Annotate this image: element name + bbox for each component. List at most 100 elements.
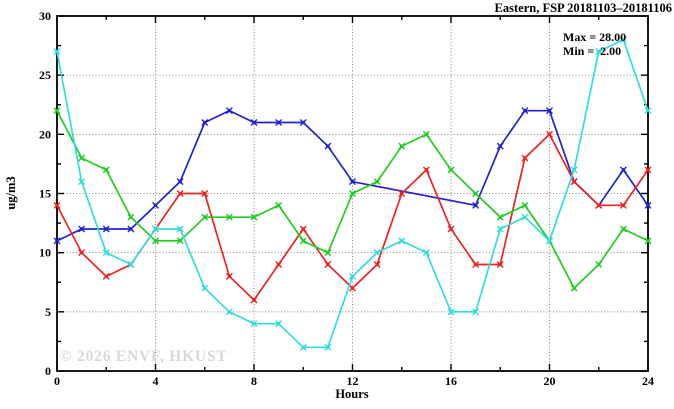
data-point-marker-core (646, 168, 650, 172)
data-point-marker-core (400, 144, 404, 148)
data-point-marker-core (621, 168, 626, 172)
data-point-marker-core (153, 203, 158, 208)
y-tick-label: 0 (45, 364, 51, 378)
data-point-marker-core (597, 262, 601, 267)
data-point-marker-core (227, 215, 232, 219)
data-point-marker-core (104, 274, 108, 279)
data-point-marker-core (301, 239, 305, 243)
data-point-marker-core (350, 286, 355, 290)
data-point-marker-core (55, 49, 59, 54)
data-point-marker-core (227, 310, 232, 314)
data-point-marker-core (375, 250, 379, 255)
data-point-marker-core (55, 203, 59, 208)
data-point-marker-core (203, 191, 207, 196)
min-annotation: Min = 2.00 (563, 44, 621, 58)
data-point-marker-core (326, 262, 330, 267)
data-point-marker-core (79, 179, 84, 184)
data-point-marker-core (498, 262, 502, 267)
data-point-marker-core (646, 203, 650, 208)
data-point-marker-core (178, 227, 182, 231)
data-point-marker-core (301, 345, 305, 350)
data-point-marker-core (276, 321, 281, 326)
data-point-marker-core (449, 168, 453, 172)
data-point-marker-core (178, 179, 182, 184)
y-tick-label: 25 (39, 68, 51, 82)
data-point-marker-core (55, 239, 59, 243)
y-tick-label: 10 (39, 246, 51, 260)
x-tick-label: 4 (153, 374, 159, 388)
data-point-marker-core (55, 108, 59, 113)
x-tick-label: 0 (54, 374, 60, 388)
data-point-marker-core (129, 227, 133, 231)
data-point-marker-core (523, 215, 527, 219)
data-point-marker-core (203, 120, 207, 125)
data-point-marker-core (129, 215, 133, 219)
data-point-marker-core (523, 108, 527, 113)
tick-labels: 0 4 8 12 16 20 24 0 5 10 15 20 25 30 (39, 9, 654, 388)
data-point-marker-core (498, 144, 502, 148)
y-tick-label: 30 (39, 9, 51, 23)
x-axis-label: Hours (335, 387, 368, 401)
data-point-marker-core (104, 168, 108, 172)
data-point-marker-core (252, 215, 256, 219)
data-point-marker-core (547, 239, 552, 243)
data-point-marker-core (449, 310, 453, 314)
y-tick-label: 15 (39, 187, 51, 201)
data-point-marker-core (79, 156, 84, 160)
data-point-marker-core (276, 120, 281, 125)
data-point-marker-core (400, 239, 404, 243)
data-point-marker-core (473, 203, 478, 208)
data-point-marker-core (547, 132, 552, 137)
data-point-marker-core (203, 215, 207, 219)
y-tick-label: 5 (45, 305, 51, 319)
data-point-marker-core (227, 108, 232, 113)
data-point-marker-core (276, 262, 281, 267)
data-series (53, 36, 652, 351)
data-point-marker-core (572, 179, 576, 184)
axes (56, 15, 649, 372)
max-annotation: Max = 28.00 (563, 30, 626, 44)
x-tick-label: 12 (347, 374, 359, 388)
data-point-marker-core (153, 239, 158, 243)
data-point-marker-core (473, 262, 478, 267)
data-point-marker-core (129, 262, 133, 267)
data-point-marker-core (449, 227, 453, 231)
data-point-marker-core (350, 191, 355, 196)
data-point-marker-core (597, 49, 601, 54)
data-point-marker-core (178, 239, 182, 243)
data-point-marker-core (301, 227, 305, 231)
x-tick-label: 16 (445, 374, 457, 388)
data-point-marker-core (276, 203, 281, 208)
data-point-marker-core (621, 227, 626, 231)
data-point-marker-core (326, 250, 330, 255)
x-tick-label: 8 (251, 374, 257, 388)
data-point-marker-core (79, 227, 84, 231)
watermark: © 2026 ENVF, HKUST (60, 348, 228, 365)
data-point-marker-core (424, 168, 429, 172)
data-point-marker-core (350, 179, 355, 184)
data-point-marker-core (252, 321, 256, 326)
data-point-marker-core (252, 120, 256, 125)
data-point-marker-core (350, 274, 355, 279)
data-point-marker-core (498, 215, 502, 219)
data-point-marker-core (375, 179, 379, 184)
data-point-marker-core (646, 239, 650, 243)
y-tick-label: 20 (39, 127, 51, 141)
data-point-marker-core (523, 156, 527, 160)
x-tick-label: 24 (642, 374, 654, 388)
data-point-marker-core (203, 286, 207, 290)
data-point-marker-core (572, 168, 576, 172)
data-point-marker-core (301, 120, 305, 125)
data-point-marker-core (473, 310, 478, 314)
data-point-marker-core (523, 203, 527, 208)
data-point-marker-core (326, 144, 330, 148)
data-point-marker-core (572, 286, 576, 290)
data-point-marker-core (326, 345, 330, 350)
y-axis-label: ug/m3 (4, 176, 18, 209)
data-point-marker-core (646, 108, 650, 113)
data-point-marker-core (498, 227, 502, 231)
data-point-marker-core (621, 203, 626, 208)
data-point-marker-core (424, 132, 429, 137)
